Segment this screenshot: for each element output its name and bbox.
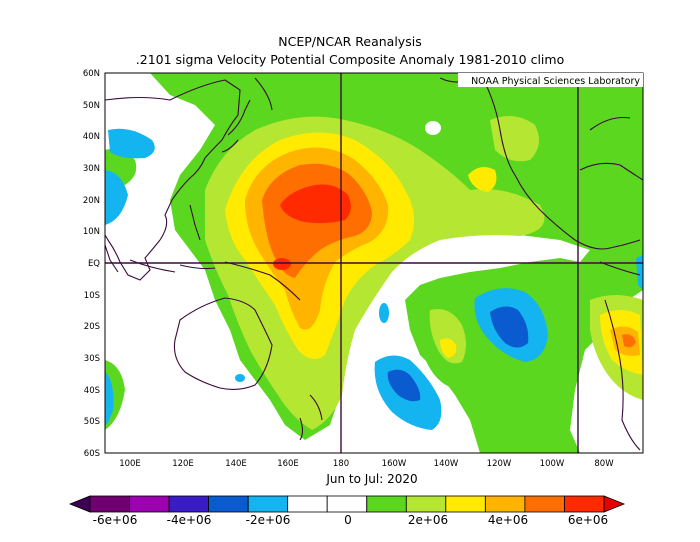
latitude-labels: 60N 50N 40N 30N 20N 10N EQ 10S 20S 30S 4… <box>83 69 100 459</box>
colorbar-cell <box>287 495 328 513</box>
coast-india <box>105 244 119 273</box>
coast-philippines <box>189 204 201 241</box>
longitude-labels: 100E 120E 140E 160E 180 160W 140W 120W 1… <box>119 459 614 469</box>
colorbar-label: -2e+06 <box>246 513 291 527</box>
colorbar-cell <box>129 495 170 513</box>
lat-label: 40N <box>83 132 100 142</box>
colorbar-label: 6e+06 <box>568 513 608 527</box>
map-subtitle: .2101 sigma Velocity Potential Composite… <box>135 52 565 67</box>
lat-label: 10S <box>84 291 100 301</box>
lat-label: 30S <box>84 354 100 364</box>
lon-label: 140W <box>434 459 459 469</box>
map-title: NCEP/NCAR Reanalysis <box>278 34 422 49</box>
colorbar-cell <box>247 495 289 513</box>
coast-asia <box>105 79 241 281</box>
lat-label: 10N <box>83 227 100 237</box>
anomaly-field <box>105 73 643 453</box>
colorbar-labels: -6e+06 -4e+06 -2e+06 0 2e+06 4e+06 6e+06 <box>93 513 609 527</box>
lat-label: 40S <box>84 386 100 396</box>
coast-japan <box>221 99 251 153</box>
colorbar-cell <box>89 495 130 513</box>
lon-label: 140E <box>225 459 247 469</box>
contour-red <box>280 184 351 224</box>
lon-label: 100W <box>540 459 565 469</box>
lon-label: 180 <box>333 459 349 469</box>
contour-blue-2 <box>387 369 421 402</box>
colorbar-cell <box>564 495 605 513</box>
contour-white-hole <box>425 121 441 135</box>
contour-lime-se <box>429 309 466 364</box>
coast-kamchatka <box>254 77 273 111</box>
contour-dkorange-sa <box>622 334 636 348</box>
coast-north-america <box>479 73 643 250</box>
contour-yellow-se <box>440 338 457 358</box>
lat-label: 60N <box>83 69 100 79</box>
colorbar-cell <box>326 495 368 513</box>
contour-yellow-ne <box>468 166 497 192</box>
colorbar-cell <box>484 495 526 513</box>
lon-label: 100E <box>119 459 141 469</box>
contour-cyan-sw <box>105 170 128 225</box>
lon-label: 120E <box>172 459 194 469</box>
colorbar-high-arrow <box>603 495 626 513</box>
colorbar-low-arrow <box>68 495 91 513</box>
colorbar-label: 0 <box>344 513 352 527</box>
lon-label: 80W <box>594 459 614 469</box>
contour-blue-1 <box>490 306 529 348</box>
lat-label: 20N <box>83 196 100 206</box>
contour-cyan-w <box>108 128 155 159</box>
colorbar-label: -6e+06 <box>93 513 138 527</box>
lat-label: 60S <box>84 449 100 459</box>
contour-cyan-s <box>105 372 114 425</box>
colorbar-cell <box>208 495 249 513</box>
colorbar-label: -4e+06 <box>167 513 212 527</box>
colorbar-cell <box>445 495 486 513</box>
colorbar-cell <box>366 495 407 513</box>
lon-label: 160W <box>382 459 407 469</box>
lat-label: 50S <box>84 417 100 427</box>
contour-red-eq <box>273 258 291 270</box>
coast-australia <box>173 297 273 391</box>
colorbar-cell <box>405 495 447 513</box>
coast-indonesia <box>129 259 301 301</box>
credit-box <box>458 73 643 87</box>
colorbar-label: 2e+06 <box>408 513 448 527</box>
contour-cyan-3 <box>379 303 389 323</box>
map-frame <box>104 72 644 454</box>
coast-nz <box>299 394 323 441</box>
colorbar-label: 4e+06 <box>488 513 528 527</box>
lat-label: EQ <box>88 259 100 269</box>
colorbar-cell <box>168 495 210 513</box>
lat-label: 50N <box>83 101 100 111</box>
contour-green-na <box>579 108 643 175</box>
lat-label: 30N <box>83 164 100 174</box>
credit-label: NOAA Physical Sciences Laboratory <box>471 76 640 87</box>
contour-lime-ne <box>490 116 539 162</box>
colorbar-cell <box>524 495 565 513</box>
lat-label: 20S <box>84 322 100 332</box>
lon-label: 120W <box>487 459 512 469</box>
period-label: Jun to Jul: 2020 <box>325 472 417 486</box>
contour-cyan-ne <box>636 255 643 290</box>
lon-label: 160E <box>277 459 299 469</box>
contour-cyan-ind <box>235 374 245 382</box>
colorbar <box>68 495 626 513</box>
